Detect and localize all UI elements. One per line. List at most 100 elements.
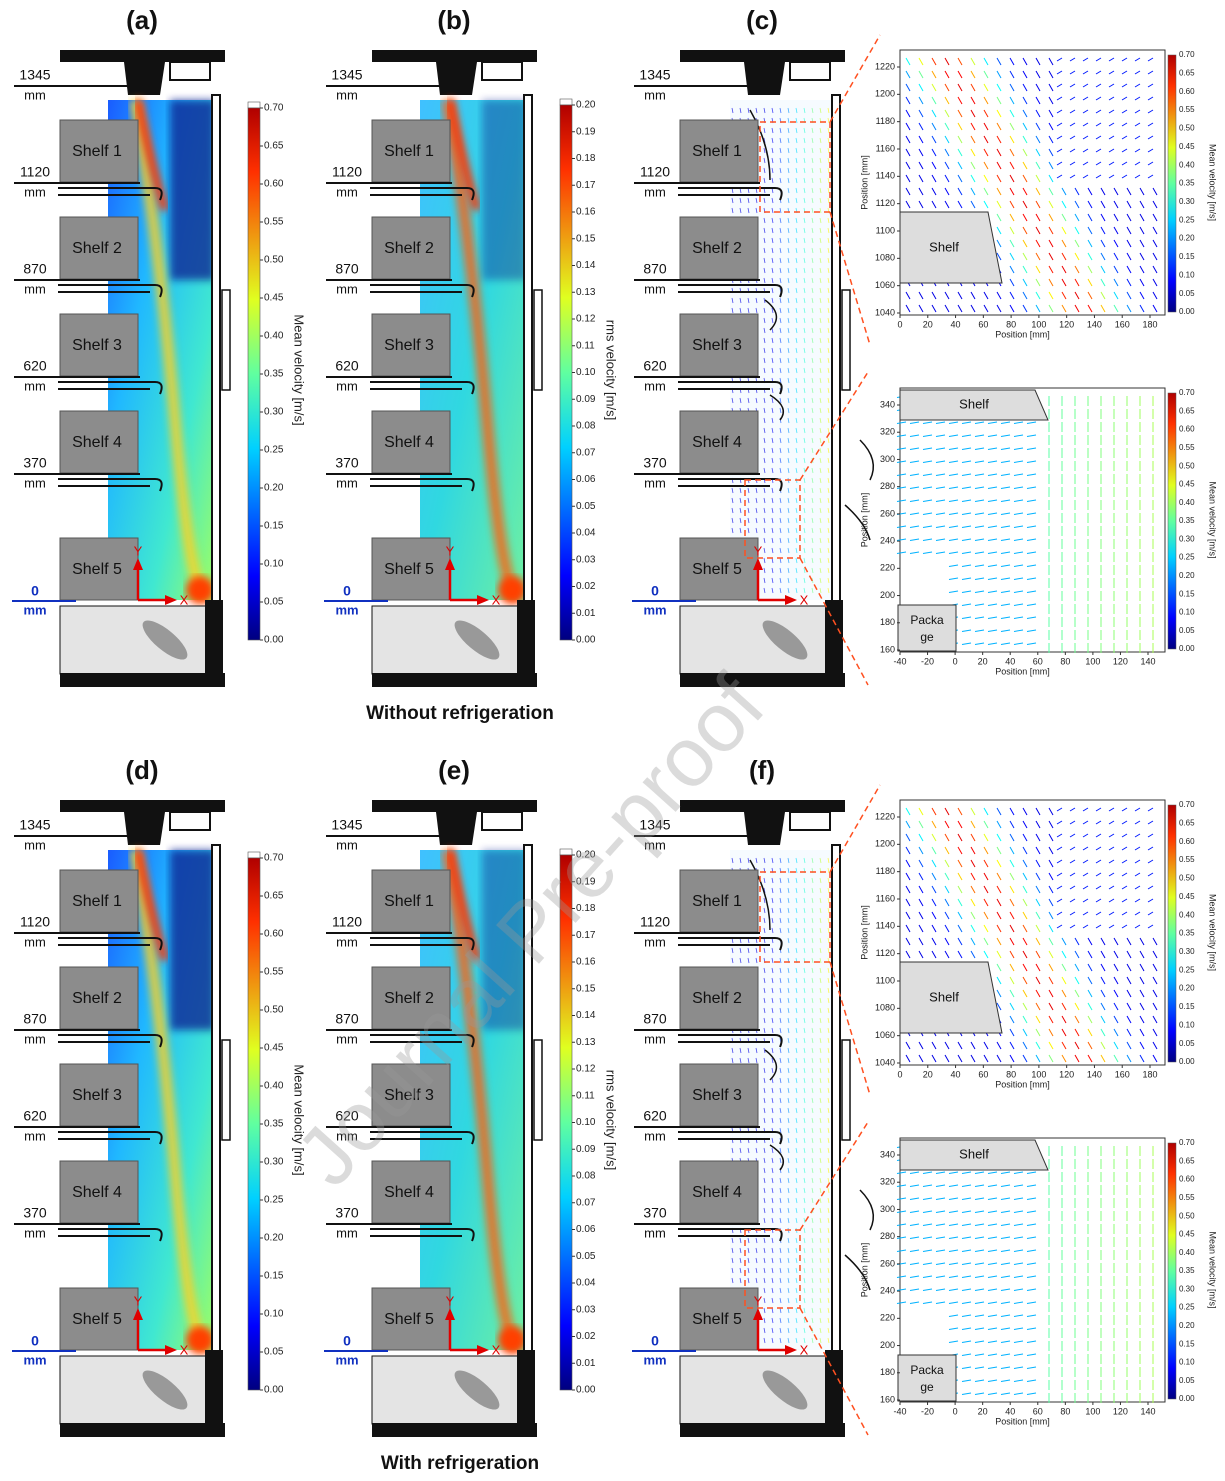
panel-label: (e) bbox=[438, 755, 470, 785]
x-tick-label: 20 bbox=[923, 1069, 933, 1079]
shelf-label: Shelf 1 bbox=[72, 143, 122, 160]
height-value: 370 bbox=[335, 455, 359, 471]
zero-value: 0 bbox=[651, 1333, 659, 1349]
inset-shelf-label: Shelf bbox=[959, 1146, 989, 1161]
colorbar-tick-label: 0.02 bbox=[576, 581, 596, 592]
colorbar-tick-label: 0.55 bbox=[264, 967, 284, 978]
axis-x-label: X bbox=[180, 592, 189, 607]
colorbar-cap bbox=[248, 102, 260, 108]
inset-colorbar-tick-label: 0.60 bbox=[1179, 87, 1195, 96]
outlet-peak bbox=[498, 1326, 526, 1354]
colorbar-tick-label: 0.50 bbox=[264, 1005, 284, 1016]
zero-value: 0 bbox=[343, 1333, 351, 1349]
y-tick-label: 300 bbox=[880, 1204, 895, 1214]
y-axis-label: Position [mm] bbox=[859, 905, 869, 960]
y-axis-label: Position [mm] bbox=[859, 1243, 869, 1298]
colorbar-tick-label: 0.35 bbox=[264, 1119, 284, 1130]
height-value: 620 bbox=[643, 1108, 667, 1124]
height-unit: mm bbox=[336, 378, 358, 393]
base bbox=[372, 1356, 522, 1424]
panel-label: (b) bbox=[437, 5, 470, 35]
base-right bbox=[517, 1350, 535, 1437]
colorbar-title: Mean velocity [m/s] bbox=[292, 314, 307, 425]
colorbar-title: rms velocity [m/s] bbox=[604, 320, 619, 420]
inset-colorbar-tick-label: 0.05 bbox=[1179, 1039, 1195, 1048]
x-axis-label: Position [mm] bbox=[995, 1416, 1050, 1426]
y-tick-label: 1100 bbox=[876, 975, 895, 985]
height-value: 1345 bbox=[331, 817, 362, 833]
outlet-peak bbox=[186, 1326, 214, 1354]
colorbar-tick-label: 0.35 bbox=[264, 369, 284, 380]
y-tick-label: 260 bbox=[880, 508, 895, 518]
inset-colorbar-tick-label: 0.30 bbox=[1179, 197, 1195, 206]
top-fixture-detail bbox=[482, 812, 522, 830]
inset-colorbar-tick-label: 0.70 bbox=[1179, 50, 1195, 59]
top-fixture-detail bbox=[790, 62, 830, 80]
inset-colorbar-tick-label: 0.50 bbox=[1179, 124, 1195, 133]
colorbar-tick-label: 0.20 bbox=[264, 483, 284, 494]
y-tick-label: 220 bbox=[880, 1313, 895, 1323]
zero-value: 0 bbox=[31, 583, 39, 599]
inset-colorbar-tick-label: 0.20 bbox=[1179, 984, 1195, 993]
colorbar-tick-label: 0.05 bbox=[264, 1347, 284, 1358]
inset-colorbar-title: Mean velocity [m/s] bbox=[1208, 1231, 1218, 1308]
colorbar-tick-label: 0.05 bbox=[264, 597, 284, 608]
base-right bbox=[825, 1350, 843, 1437]
inset-colorbar-tick-label: 0.35 bbox=[1179, 1266, 1195, 1275]
height-value: 370 bbox=[335, 1205, 359, 1221]
shelf-label: Shelf 1 bbox=[692, 143, 742, 160]
x-tick-label: 100 bbox=[1085, 656, 1100, 666]
axis-y-label: Y bbox=[446, 543, 455, 558]
height-unit: mm bbox=[336, 475, 358, 490]
inset-colorbar-tick-label: 0.30 bbox=[1179, 1284, 1195, 1293]
height-unit: mm bbox=[644, 184, 666, 199]
y-tick-label: 1220 bbox=[875, 811, 895, 821]
colorbar: 0.000.010.020.030.040.050.060.070.080.09… bbox=[560, 99, 619, 646]
top-fixture-detail bbox=[170, 62, 210, 80]
x-tick-label: 120 bbox=[1113, 1406, 1128, 1416]
shelf-label: Shelf 2 bbox=[72, 240, 122, 257]
base bbox=[60, 1356, 210, 1424]
panel-label: (f) bbox=[749, 755, 775, 785]
cabinet-panel: (d)Shelf 1Shelf 2Shelf 3Shelf 4Shelf 513… bbox=[12, 755, 230, 1437]
shelf-label: Shelf 1 bbox=[384, 143, 434, 160]
height-unit: mm bbox=[644, 934, 666, 949]
y-tick-label: 1180 bbox=[876, 116, 895, 126]
colorbar-tick-label: 0.03 bbox=[576, 1304, 596, 1315]
y-tick-label: 340 bbox=[880, 399, 895, 409]
shelf-label: Shelf 3 bbox=[692, 1087, 742, 1104]
y-tick-label: 1180 bbox=[876, 866, 895, 876]
x-tick-label: 60 bbox=[1033, 656, 1043, 666]
inset-shelf-label: Shelf bbox=[959, 396, 989, 411]
zero-value: 0 bbox=[343, 583, 351, 599]
height-unit: mm bbox=[24, 1031, 46, 1046]
inset-colorbar-tick-label: 0.40 bbox=[1179, 498, 1195, 507]
colorbar-tick-label: 0.08 bbox=[576, 1171, 596, 1182]
handle bbox=[534, 1040, 542, 1140]
colorbar-title: rms velocity [m/s] bbox=[604, 1070, 619, 1170]
inset-shelf-label: Shelf bbox=[929, 989, 959, 1004]
x-axis-label: Position [mm] bbox=[995, 666, 1050, 676]
colorbar-tick-label: 0.15 bbox=[264, 1271, 284, 1282]
height-value: 1120 bbox=[20, 914, 50, 930]
colorbar-tick-label: 0.13 bbox=[576, 287, 596, 298]
shelf-label: Shelf 5 bbox=[692, 1311, 742, 1328]
y-tick-label: 1200 bbox=[875, 89, 895, 99]
colorbar-tick-label: 0.07 bbox=[576, 447, 596, 458]
inset-colorbar-tick-label: 0.20 bbox=[1179, 571, 1195, 580]
handle bbox=[842, 1040, 850, 1140]
colorbar-tick-label: 0.00 bbox=[576, 635, 596, 646]
inset-colorbar-tick-label: 0.45 bbox=[1179, 142, 1195, 151]
shelf-label: Shelf 1 bbox=[72, 893, 122, 910]
handle bbox=[222, 1040, 230, 1140]
colorbar-tick-label: 0.65 bbox=[264, 891, 284, 902]
x-tick-label: 40 bbox=[1005, 656, 1015, 666]
height-value: 1345 bbox=[19, 67, 50, 83]
colorbar-tick-label: 0.04 bbox=[576, 528, 596, 539]
zero-unit: mm bbox=[643, 602, 666, 617]
inset-colorbar-tick-label: 0.35 bbox=[1179, 516, 1195, 525]
y-tick-label: 1140 bbox=[876, 171, 895, 181]
height-value: 1120 bbox=[20, 164, 50, 180]
x-tick-label: 100 bbox=[1031, 1069, 1046, 1079]
zero-unit: mm bbox=[643, 1352, 666, 1367]
